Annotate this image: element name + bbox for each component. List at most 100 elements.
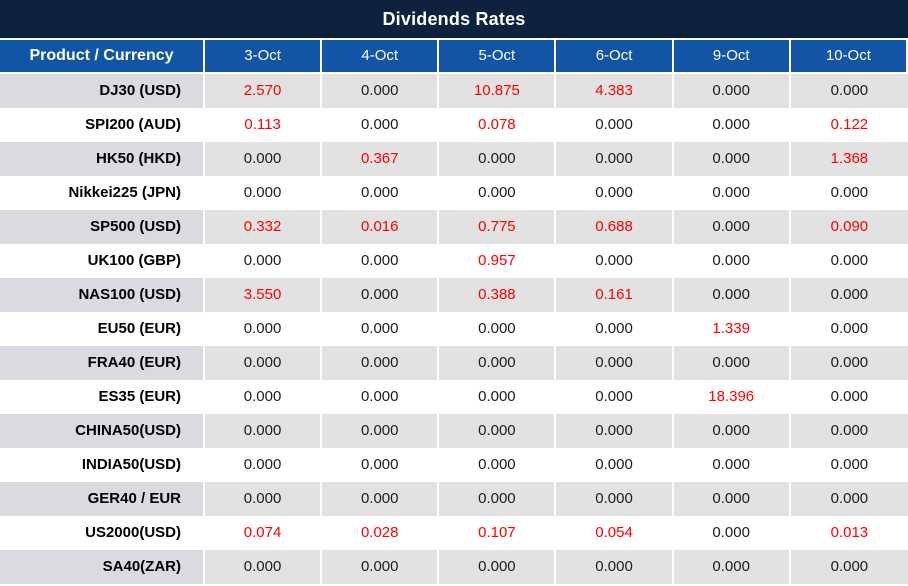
value-cell: 0.000	[205, 448, 323, 482]
product-cell: GER40 / EUR	[0, 482, 205, 516]
value-cell: 0.000	[439, 482, 557, 516]
date-column-header: 3-Oct	[205, 40, 323, 74]
table-row: GER40 / EUR 0.000 0.000 0.000 0.000 0.000 0.00…	[0, 482, 908, 516]
value-cell: 0.000	[790, 176, 908, 210]
date-column-header: 6-Oct	[556, 40, 674, 74]
table-row: FRA40 (EUR) 0.000 0.000 0.000 0.000 0.000 0.00…	[0, 346, 908, 380]
product-cell: NAS100 (USD)	[0, 278, 205, 312]
value-cell: 0.000	[205, 176, 323, 210]
page-title: Dividends Rates	[382, 8, 526, 29]
value-cell: 0.000	[439, 346, 557, 380]
value-cell: 0.000	[205, 142, 323, 176]
value-cell: 0.000	[790, 380, 908, 414]
product-cell: DJ30 (USD)	[0, 74, 205, 108]
value-cell: 0.000	[673, 176, 791, 210]
table-row: EU50 (EUR) 0.000 0.000 0.000 0.000 1.339 0.000	[0, 312, 908, 346]
value-cell: 0.000	[790, 346, 908, 380]
value-cell: 0.028	[322, 516, 440, 550]
product-cell: UK100 (GBP)	[0, 244, 205, 278]
value-cell: 0.000	[322, 244, 440, 278]
value-cell: 0.000	[322, 346, 440, 380]
value-cell: 0.000	[322, 278, 440, 312]
table-row: HK50 (HKD) 0.000 0.367 0.000 0.000 0.000 1.368	[0, 142, 908, 176]
table-row: DJ30 (USD) 2.570 0.000 10.875 4.383 0.000 0.00…	[0, 74, 908, 108]
product-cell: INDIA50(USD)	[0, 448, 205, 482]
value-cell: 0.000	[790, 448, 908, 482]
value-cell: 0.000	[790, 550, 908, 584]
value-cell: 0.000	[556, 414, 674, 448]
value-cell: 0.000	[790, 414, 908, 448]
value-cell: 0.000	[322, 414, 440, 448]
value-cell: 2.570	[205, 74, 323, 108]
value-cell: 0.000	[205, 244, 323, 278]
value-cell: 0.000	[205, 380, 323, 414]
value-cell: 0.000	[439, 414, 557, 448]
value-cell: 0.054	[556, 516, 674, 550]
value-cell: 0.000	[673, 244, 791, 278]
product-cell: Nikkei225 (JPN)	[0, 176, 205, 210]
value-cell: 0.000	[205, 414, 323, 448]
value-cell: 0.000	[673, 448, 791, 482]
value-cell: 0.000	[673, 482, 791, 516]
value-cell: 0.000	[439, 142, 557, 176]
value-cell: 0.000	[205, 346, 323, 380]
value-cell: 0.000	[205, 550, 323, 584]
product-cell: ES35 (EUR)	[0, 380, 205, 414]
value-cell: 0.000	[556, 482, 674, 516]
date-column-header: 10-Oct	[790, 40, 908, 74]
value-cell: 0.000	[439, 550, 557, 584]
date-column-header: 5-Oct	[439, 40, 557, 74]
value-cell: 0.078	[439, 108, 557, 142]
value-cell: 3.550	[205, 278, 323, 312]
value-cell: 0.000	[790, 312, 908, 346]
value-cell: 0.000	[673, 210, 791, 244]
product-cell: SPI200 (AUD)	[0, 108, 205, 142]
table-row: SP500 (USD) 0.332 0.016 0.775 0.688 0.000 0.09…	[0, 210, 908, 244]
value-cell: 0.000	[790, 244, 908, 278]
table-row: INDIA50(USD) 0.000 0.000 0.000 0.000 0.000 0.0…	[0, 448, 908, 482]
value-cell: 0.122	[790, 108, 908, 142]
value-cell: 0.000	[673, 142, 791, 176]
value-cell: 0.113	[205, 108, 323, 142]
value-cell: 0.000	[673, 346, 791, 380]
value-cell: 0.000	[556, 448, 674, 482]
table-row: Nikkei225 (JPN) 0.000 0.000 0.000 0.000 0.000…	[0, 176, 908, 210]
value-cell: 0.000	[322, 312, 440, 346]
title-bar: Dividends Rates	[0, 0, 908, 40]
product-cell: SA40(ZAR)	[0, 550, 205, 584]
value-cell: 0.016	[322, 210, 440, 244]
value-cell: 0.367	[322, 142, 440, 176]
value-cell: 0.000	[322, 74, 440, 108]
value-cell: 0.000	[556, 346, 674, 380]
table-row: CHINA50(USD) 0.000 0.000 0.000 0.000 0.000 0.0…	[0, 414, 908, 448]
value-cell: 0.090	[790, 210, 908, 244]
value-cell: 0.000	[556, 142, 674, 176]
value-cell: 0.000	[322, 448, 440, 482]
date-column-header: 4-Oct	[322, 40, 440, 74]
value-cell: 0.000	[322, 482, 440, 516]
value-cell: 0.000	[439, 448, 557, 482]
value-cell: 0.000	[790, 482, 908, 516]
header-row: Product / Currency 3-Oct 4-Oct 5-Oct 6-Oct 9-…	[0, 40, 908, 74]
value-cell: 0.000	[790, 74, 908, 108]
value-cell: 0.000	[205, 312, 323, 346]
value-cell: 0.161	[556, 278, 674, 312]
table-row: ES35 (EUR) 0.000 0.000 0.000 0.000 18.396 0.00…	[0, 380, 908, 414]
value-cell: 0.000	[673, 74, 791, 108]
value-cell: 18.396	[673, 380, 791, 414]
value-cell: 4.383	[556, 74, 674, 108]
value-cell: 0.000	[322, 380, 440, 414]
value-cell: 0.000	[322, 108, 440, 142]
product-cell: CHINA50(USD)	[0, 414, 205, 448]
table-row: UK100 (GBP) 0.000 0.000 0.957 0.000 0.000 0.00…	[0, 244, 908, 278]
value-cell: 1.339	[673, 312, 791, 346]
value-cell: 0.388	[439, 278, 557, 312]
product-cell: US2000(USD)	[0, 516, 205, 550]
value-cell: 0.332	[205, 210, 323, 244]
value-cell: 0.000	[322, 550, 440, 584]
value-cell: 0.000	[556, 312, 674, 346]
value-cell: 0.957	[439, 244, 557, 278]
value-cell: 0.000	[790, 278, 908, 312]
value-cell: 0.000	[439, 312, 557, 346]
product-cell: HK50 (HKD)	[0, 142, 205, 176]
